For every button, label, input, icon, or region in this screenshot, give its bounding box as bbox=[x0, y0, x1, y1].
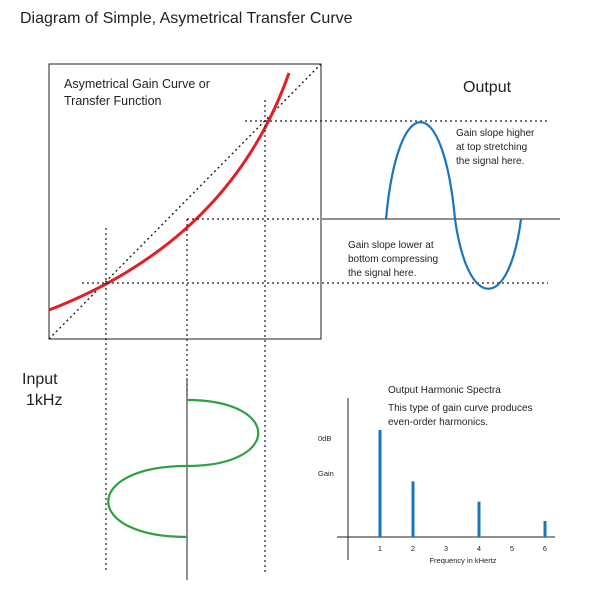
output-note-top-line1: Gain slope higher bbox=[456, 128, 535, 139]
harmonic-bar-1 bbox=[378, 430, 382, 537]
output-note-bottom-line3: the signal here. bbox=[348, 268, 416, 279]
spectra-title: Output Harmonic Spectra bbox=[388, 385, 501, 396]
transfer-function-box bbox=[48, 63, 322, 340]
spectra-note-line1: This type of gain curve produces bbox=[388, 403, 533, 414]
transfer-box-label-line1: Asymetrical Gain Curve or bbox=[64, 77, 210, 91]
spectrum-x-tick-2: 2 bbox=[411, 544, 415, 553]
spectrum-x-tick-5: 5 bbox=[510, 544, 514, 553]
spectrum-y-label-gain: Gain bbox=[318, 469, 334, 478]
spectrum-x-axis-label: Frequency in kHertz bbox=[429, 556, 496, 565]
input-label-line1: Input bbox=[22, 371, 58, 388]
input-label-line2: 1kHz bbox=[26, 392, 62, 409]
spectrum-y-label-0db: 0dB bbox=[318, 434, 331, 443]
spectrum-x-tick-6: 6 bbox=[543, 544, 547, 553]
transfer-box-label-line2: Transfer Function bbox=[64, 94, 162, 108]
spectra-note-line2: even-order harmonics. bbox=[388, 417, 488, 428]
spectrum-x-tick-3: 3 bbox=[444, 544, 448, 553]
output-waveform bbox=[384, 121, 523, 290]
output-label: Output bbox=[463, 79, 512, 96]
harmonic-bar-2 bbox=[411, 481, 415, 537]
harmonic-bar-4 bbox=[477, 501, 481, 537]
output-note-top-line3: the signal here. bbox=[456, 156, 524, 167]
spectrum-x-tick-4: 4 bbox=[477, 544, 481, 553]
spectrum-x-tick-1: 1 bbox=[378, 544, 382, 553]
output-note-bottom-line1: Gain slope lower at bbox=[348, 240, 434, 251]
harmonic-bar-6 bbox=[543, 520, 547, 537]
output-note-bottom-line2: bottom compressing bbox=[348, 254, 438, 265]
output-note-top-line2: at top stretching bbox=[456, 142, 527, 153]
harmonic-spectrum-chart: 0dB Gain 1 2 3 4 5 6 Frequency in kHertz bbox=[318, 398, 555, 565]
input-waveform bbox=[107, 398, 260, 539]
gain-curve bbox=[48, 72, 291, 312]
diagram-title: Diagram of Simple, Asymetrical Transfer … bbox=[20, 10, 353, 27]
